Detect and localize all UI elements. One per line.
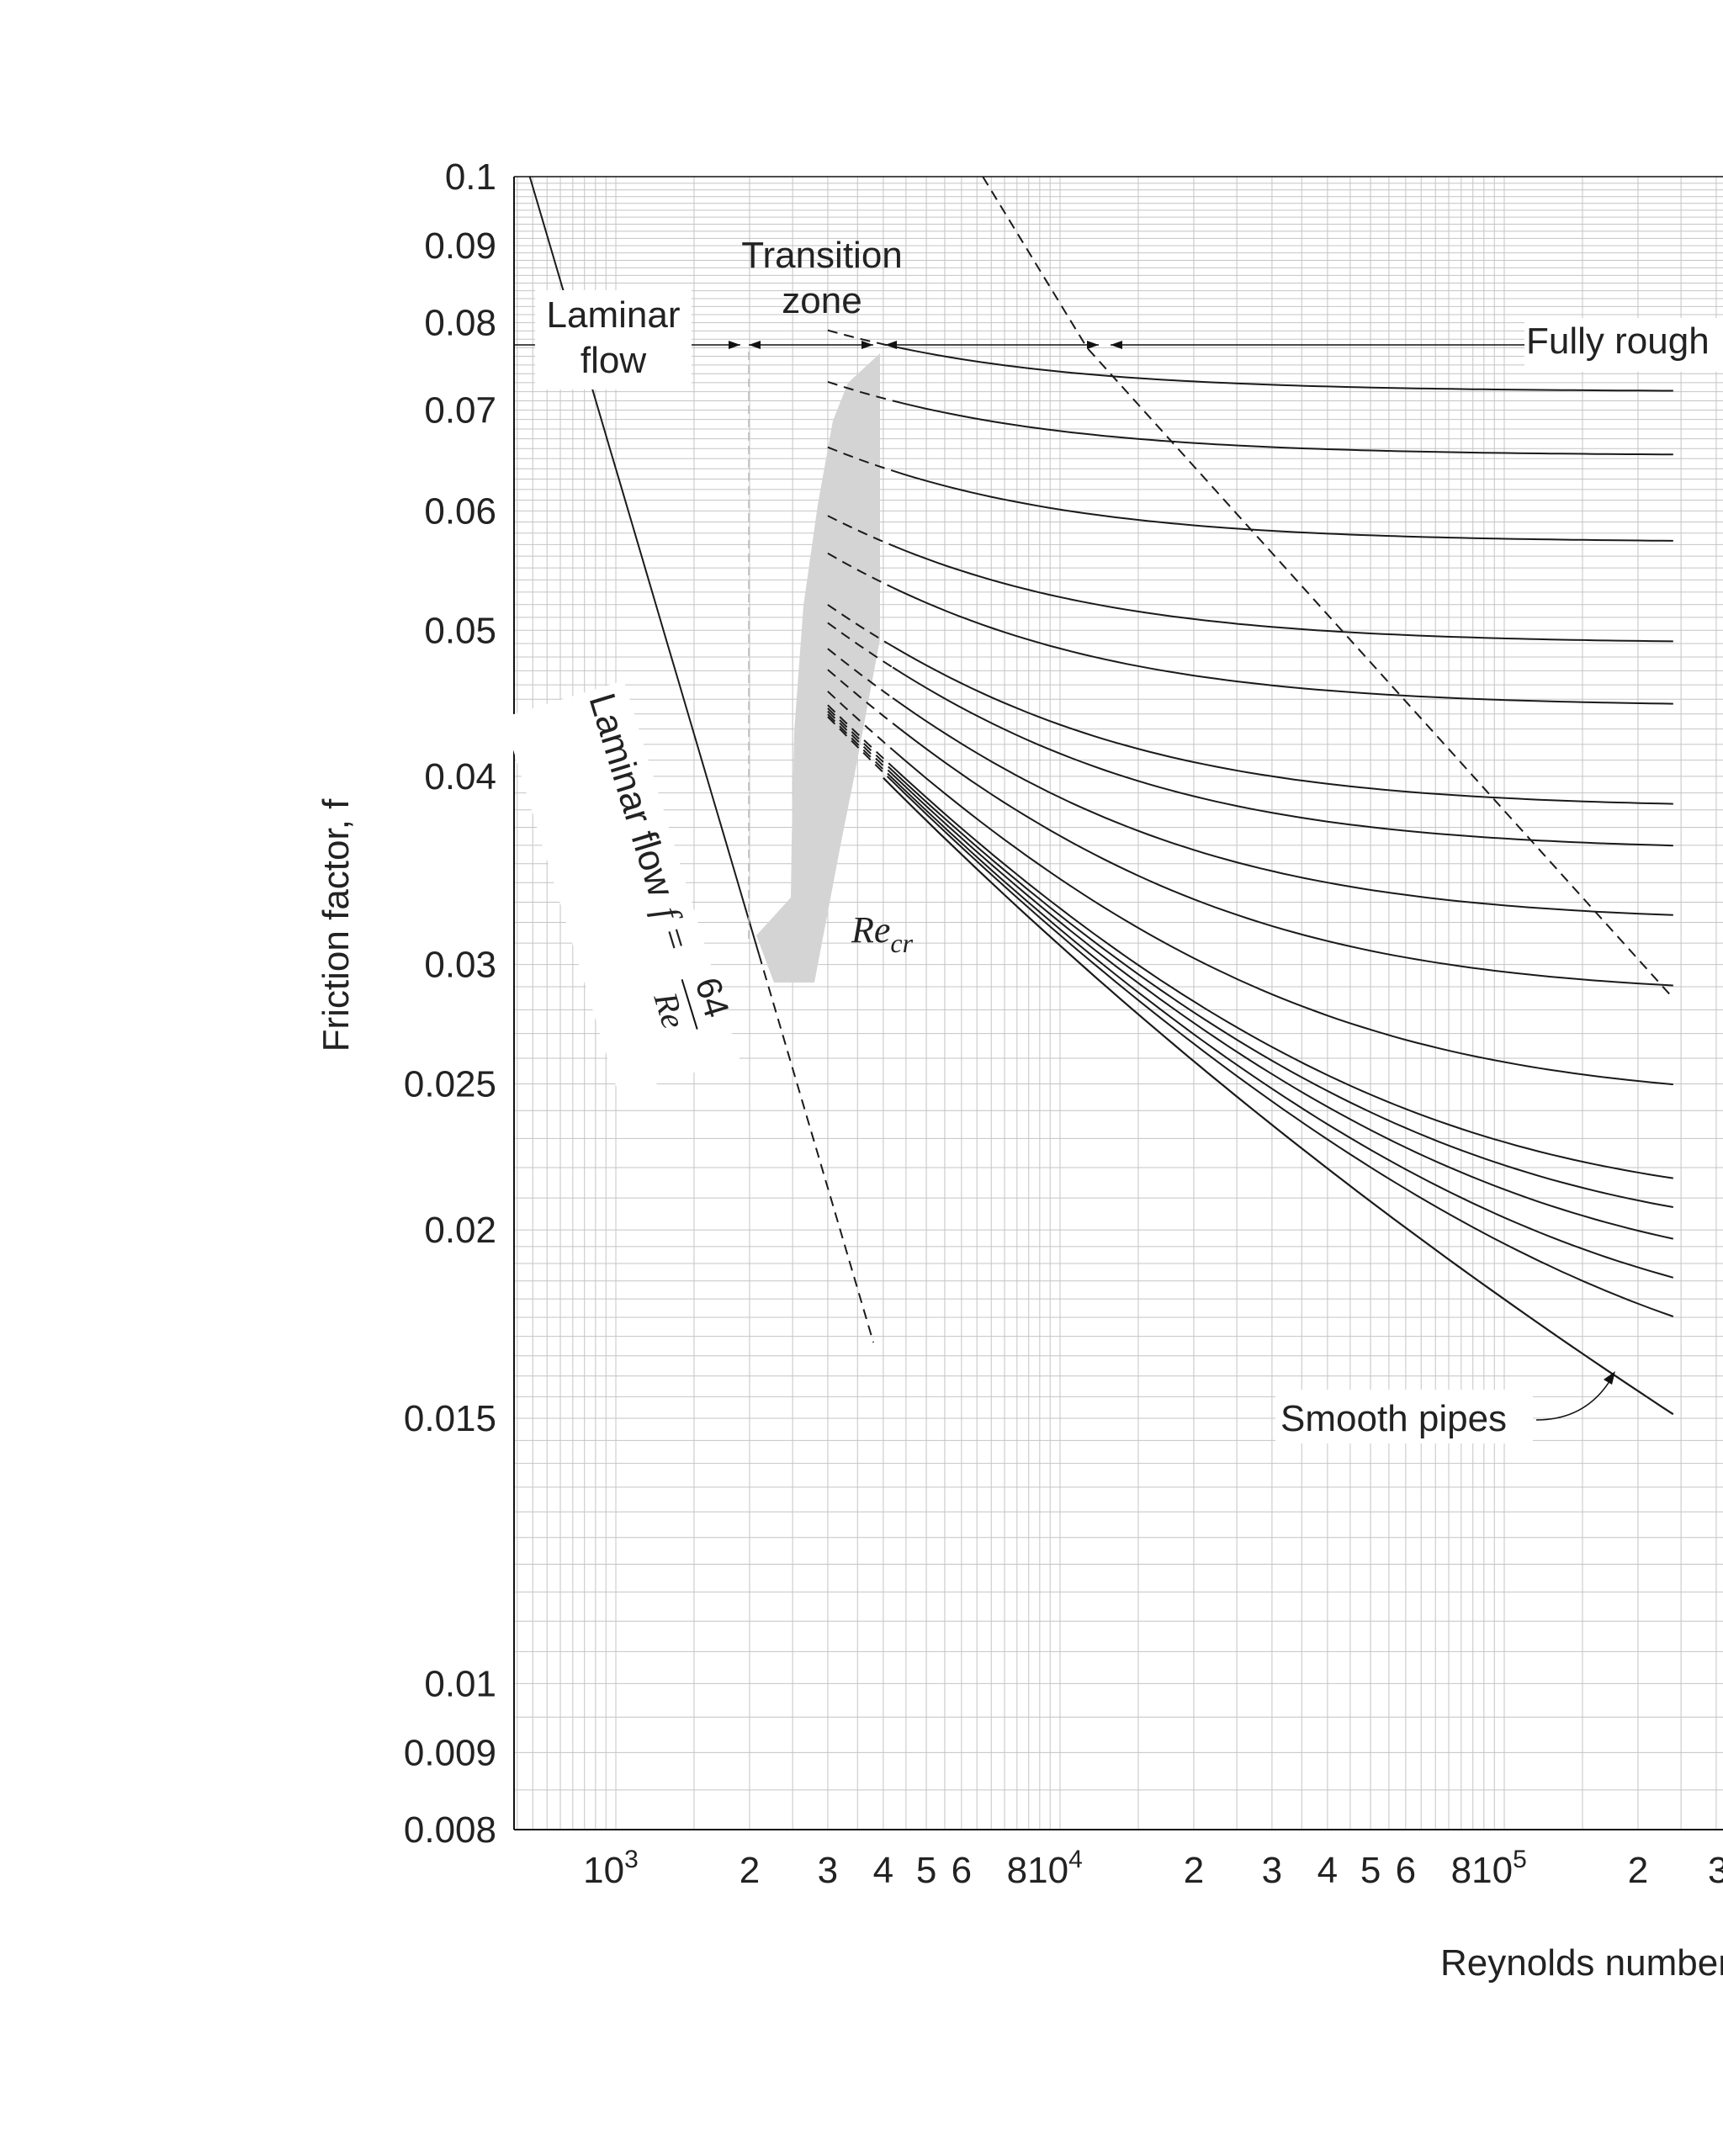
- x-tick-label: 8: [1451, 1850, 1471, 1891]
- y-tick-label: 0.08: [424, 303, 496, 344]
- x-tick-label: 103: [583, 1846, 639, 1891]
- laminar-formula-label: Laminar flow f = 64 Re: [503, 680, 740, 1096]
- rough-curve-dash-curve-8: [827, 648, 893, 699]
- rough-curve-curve-13: [892, 774, 1674, 1240]
- rough-curve-dash-curve-11: [827, 704, 893, 768]
- rough-curve-dash-curve-5: [827, 552, 893, 589]
- rough-curve-curve-4: [892, 544, 1673, 643]
- curves: [528, 176, 1674, 1416]
- x-tick-label: 2: [1628, 1850, 1648, 1891]
- x-axis-tick-labels: 103 2 3 4 5 6 8 104 2 3 4 5 6 8 105 2 3: [583, 1846, 1723, 1891]
- x-tick-label: 6: [952, 1850, 972, 1891]
- x-axis-title: Reynolds number: [1440, 1942, 1723, 1984]
- x-tick-label: 2: [1184, 1850, 1204, 1891]
- x-tick-label: 6: [1396, 1850, 1416, 1891]
- x-tick-label: 8: [1007, 1850, 1027, 1891]
- grid: [514, 177, 1723, 1830]
- rough-curve-curve-15: [892, 781, 1674, 1317]
- y-tick-label: 0.009: [404, 1732, 496, 1773]
- laminar-region-label: Laminar: [547, 294, 681, 336]
- x-tick-label: 5: [916, 1850, 936, 1891]
- laminar-region-label-line2: flow: [581, 340, 646, 381]
- rough-curve-curve-1: [892, 345, 1673, 392]
- rough-curve-dash-curve-9: [827, 669, 893, 724]
- rough-curve-curve-5: [892, 586, 1673, 705]
- y-tick-label: 0.02: [424, 1210, 496, 1251]
- y-tick-label: 0.025: [404, 1064, 496, 1105]
- y-tick-label: 0.03: [424, 945, 496, 986]
- rough-curve-dash-curve-10: [827, 691, 893, 751]
- rough-curve-dash-curve-15: [827, 716, 893, 782]
- x-tick-label: 4: [1317, 1850, 1338, 1891]
- transition-zone-label-line2: zone: [782, 280, 862, 321]
- rough-curve-dash-curve-14: [827, 713, 893, 780]
- x-tick-label: 3: [1708, 1850, 1723, 1891]
- transition-zone-label: Transition: [741, 235, 903, 276]
- y-tick-label: 0.1: [445, 156, 496, 198]
- rough-curve-dash-curve-6: [827, 604, 893, 648]
- rough-curve-dash-curve-2: [827, 380, 893, 402]
- fully-rough-label: Fully rough: [1526, 320, 1710, 362]
- x-tick-label: 105: [1471, 1846, 1527, 1891]
- smooth-pipes-label: Smooth pipes: [1280, 1398, 1507, 1439]
- rough-curve-dash-curve-4: [827, 515, 893, 547]
- y-tick-label: 0.07: [424, 389, 496, 431]
- axes: [513, 176, 1723, 1830]
- x-tick-label: 3: [1262, 1850, 1282, 1891]
- rough-curve-curve-12: [892, 770, 1673, 1208]
- y-tick-label: 0.06: [424, 490, 496, 532]
- y-tick-label: 0.09: [424, 225, 496, 267]
- rough-curve-dash-curve-13: [827, 710, 893, 776]
- smooth-pipes-curve: [883, 776, 1674, 1416]
- y-tick-label: 0.01: [424, 1663, 496, 1704]
- x-tick-label: 2: [740, 1850, 760, 1891]
- y-tick-label: 0.05: [424, 610, 496, 651]
- laminar-flow-extension: [758, 954, 875, 1343]
- rough-curve-curve-9: [892, 723, 1673, 987]
- y-axis-tick-labels: 0.1 0.09 0.08 0.07 0.06 0.05 0.04 0.03 0.025 0.02…: [404, 156, 496, 1851]
- zone-markers: [514, 341, 1615, 1421]
- fully-rough-boundary: [982, 176, 1674, 999]
- rough-curve-dash-curve-7: [827, 622, 893, 669]
- rough-curve-curve-8: [892, 697, 1673, 916]
- x-tick-label: 4: [873, 1850, 893, 1891]
- y-axis-title: Friction factor, f: [315, 798, 357, 1052]
- rough-curve-curve-6: [892, 645, 1673, 805]
- y-tick-label: 0.015: [404, 1398, 496, 1439]
- rough-curve-curve-10: [892, 749, 1673, 1086]
- x-tick-label: 5: [1360, 1850, 1381, 1891]
- critical-reynolds-label: Recr: [851, 909, 914, 958]
- rough-curve-curve-7: [892, 666, 1673, 847]
- rough-curve-dash-curve-12: [827, 707, 893, 772]
- rough-curve-curve-11: [892, 765, 1673, 1179]
- rough-curve-dash-curve-3: [827, 446, 893, 472]
- rough-curve-curve-2: [892, 400, 1673, 456]
- rough-curve-curve-14: [892, 777, 1674, 1279]
- y-tick-label: 0.008: [404, 1809, 496, 1851]
- rough-curve-curve-3: [892, 469, 1673, 542]
- critical-reynolds-zone: [756, 353, 880, 983]
- rough-curve-dash-curve-1: [827, 329, 893, 347]
- x-tick-label: 3: [818, 1850, 838, 1891]
- x-tick-label: 104: [1027, 1846, 1083, 1891]
- annotation-labels: Laminar flow Transition zone Fully rough…: [503, 235, 1723, 1444]
- y-tick-label: 0.04: [424, 756, 496, 797]
